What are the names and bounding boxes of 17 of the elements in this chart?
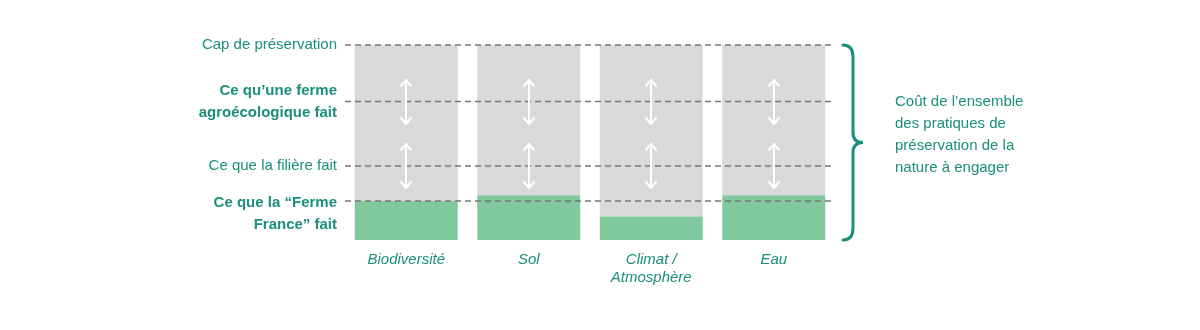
x-tick-label: Sol xyxy=(517,250,541,268)
bar xyxy=(477,195,581,240)
text: Coût de l’ensemble des pratiques de préservation de la nature à engager xyxy=(895,90,1025,177)
ref-line-label: Cap de préservation xyxy=(201,35,337,53)
bar xyxy=(599,216,703,240)
x-tick-label: Climat / Atmosphère xyxy=(609,250,692,286)
bar xyxy=(722,45,826,196)
ref-line-label: Ce que la filière fait xyxy=(208,156,338,174)
bar xyxy=(477,45,581,196)
bar xyxy=(354,201,458,240)
bar xyxy=(599,45,703,217)
bar xyxy=(722,195,826,240)
x-tick-label: Biodiversité xyxy=(367,250,446,268)
bar xyxy=(354,45,458,201)
ref-line-label: Ce que la “Ferme France” fait xyxy=(213,193,337,233)
ref-line-label: Ce qu’une ferme agroécologique fait xyxy=(198,80,337,120)
x-tick-label: Eau xyxy=(760,250,788,268)
